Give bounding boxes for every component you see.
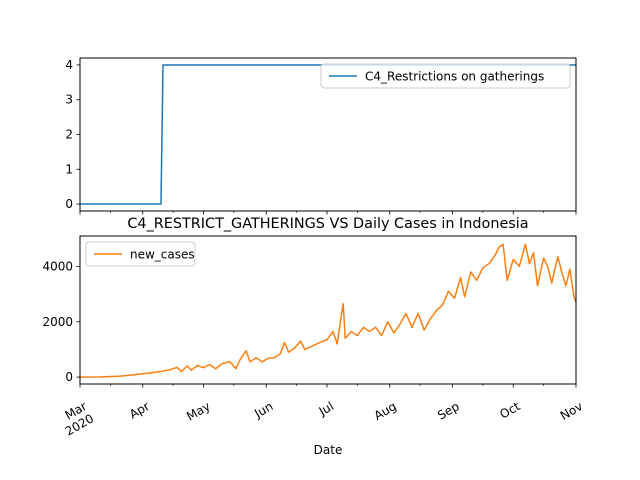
cases-chart-title: C4_RESTRICT_GATHERINGS VS Daily Cases in… [127, 216, 528, 232]
restrictions-y-axis: 0 1 2 3 4 [65, 58, 80, 211]
x-tick: May [184, 384, 213, 424]
x-tick-label: May [184, 399, 212, 424]
y-tick-label: 1 [65, 162, 73, 176]
x-tick-label: Apr [127, 399, 152, 422]
y-tick-label: 0 [65, 197, 73, 211]
y-tick-label: 4000 [42, 259, 73, 273]
y-tick: 3 [65, 93, 80, 107]
cases-legend: new_cases [85, 241, 196, 267]
x-tick-label: Jul [316, 399, 336, 419]
x-tick-label: Oct [497, 399, 522, 422]
legend-label: C4_Restrictions on gatherings [365, 70, 544, 84]
series-line-1-0 [79, 243, 577, 378]
y-tick-label: 4 [65, 58, 73, 72]
x-tick: Aug [372, 384, 399, 423]
cases-y-axis: 0 2000 4000 [42, 259, 80, 384]
y-tick-label: 3 [65, 93, 73, 107]
x-tick: Sep [435, 384, 462, 423]
cases-series-group [79, 243, 577, 378]
x-tick-label: Jun [251, 399, 275, 421]
cases-chart: C4_RESTRICT_GATHERINGS VS Daily Cases in… [42, 216, 585, 457]
legend-box [85, 241, 196, 267]
x-tick-label: Nov [558, 399, 585, 423]
y-tick-label: 2000 [42, 315, 73, 329]
y-tick-label: 0 [65, 370, 73, 384]
y-tick: 4 [65, 58, 80, 72]
x-tick: Oct [497, 384, 523, 422]
restrictions-x-axis [79, 211, 577, 215]
y-tick: 1 [65, 162, 80, 176]
y-tick: 2000 [42, 315, 80, 329]
x-tick: Jun [251, 384, 275, 421]
x-axis-label: Date [314, 443, 343, 457]
restrictions-legend: C4_Restrictions on gatherings [320, 63, 571, 89]
x-tick-label: Sep [435, 399, 462, 422]
y-tick: 0 [65, 197, 80, 211]
y-tick: 4000 [42, 259, 80, 273]
legend-box [320, 63, 571, 89]
cases-plot-frame [79, 235, 577, 385]
y-tick: 0 [65, 370, 80, 384]
restrictions-plot-frame [79, 57, 577, 212]
legend-label: new_cases [130, 248, 195, 262]
y-tick: 2 [65, 128, 80, 142]
y-tick-label: 2 [65, 128, 73, 142]
x-tick-label: Aug [372, 399, 399, 423]
x-tick: Jul [316, 384, 336, 419]
x-tick: Nov [558, 384, 585, 423]
x-tick: Apr [127, 384, 152, 422]
restrictions-chart: 0 1 2 3 4 C4_Restrictions on gatherings [65, 57, 577, 215]
